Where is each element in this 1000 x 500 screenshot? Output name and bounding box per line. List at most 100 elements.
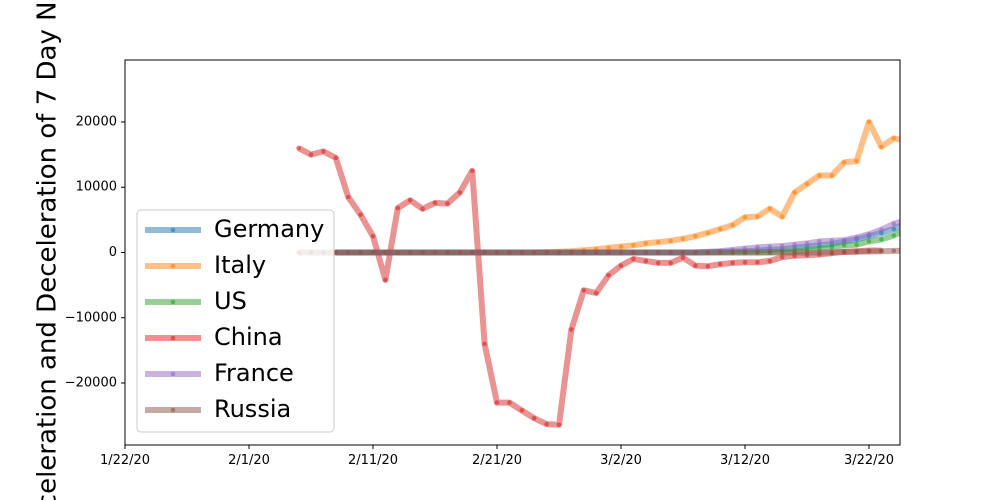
data-point (941, 208, 946, 213)
legend-label: Germany (214, 215, 324, 243)
data-point (966, 116, 971, 121)
data-point (593, 290, 599, 296)
data-point (631, 256, 636, 262)
data-point (966, 226, 971, 231)
data-point (321, 149, 326, 154)
legend-label: Italy (214, 251, 266, 279)
data-point (779, 250, 785, 255)
series-russia (296, 247, 959, 256)
legend-marker (170, 407, 176, 413)
data-point (333, 250, 339, 255)
legend-marker (170, 371, 176, 377)
legend: Germany Italy US China France Russia (136, 209, 335, 433)
data-point (767, 206, 773, 212)
data-point (705, 230, 711, 236)
data-point (779, 214, 785, 219)
data-point (581, 288, 587, 293)
data-point (618, 263, 624, 268)
data-point (854, 249, 859, 255)
data-point (606, 273, 611, 278)
data-point (829, 245, 835, 250)
data-point (742, 215, 748, 220)
data-point (829, 238, 835, 244)
data-point (531, 415, 537, 421)
data-point (891, 226, 897, 232)
data-point (643, 258, 649, 264)
data-point (556, 250, 562, 255)
data-point (954, 178, 959, 183)
data-point (668, 250, 673, 255)
data-point (717, 226, 723, 232)
data-point (655, 239, 661, 245)
data-point (854, 158, 859, 164)
data-point (469, 250, 475, 255)
data-point (395, 250, 401, 255)
legend-item-us: US (145, 287, 247, 315)
data-point (544, 421, 549, 427)
data-point (916, 248, 921, 253)
data-point (457, 250, 463, 255)
data-point (954, 247, 959, 252)
data-point (866, 231, 872, 237)
legend-marker (170, 227, 176, 233)
data-point (841, 243, 847, 248)
data-point (569, 250, 574, 255)
data-point (593, 250, 599, 255)
data-point (792, 250, 797, 255)
data-point (655, 250, 661, 255)
data-point (966, 162, 971, 167)
data-point (879, 144, 884, 150)
data-point (358, 250, 363, 255)
data-point (916, 169, 921, 174)
data-point (841, 237, 847, 243)
data-point (929, 208, 934, 213)
series-china (296, 145, 884, 428)
data-point (941, 247, 946, 252)
data-point (978, 159, 983, 164)
x-tick-label: 2/21/20 (472, 453, 522, 468)
data-point (655, 260, 661, 266)
data-point (544, 250, 549, 255)
data-point (792, 242, 797, 247)
data-point (879, 227, 884, 232)
data-point (643, 241, 649, 246)
x-tick-label: 1/22/20 (100, 453, 150, 468)
data-point (767, 258, 773, 264)
data-point (420, 206, 425, 212)
data-point (730, 222, 735, 228)
data-point (494, 400, 500, 405)
data-point (891, 221, 897, 227)
legend-item-china: China (145, 323, 283, 351)
data-point (767, 250, 773, 255)
data-point (482, 341, 487, 347)
legend-item-russia: Russia (145, 395, 291, 423)
data-point (916, 205, 921, 210)
plot-frame (124, 59, 901, 446)
data-point (569, 327, 574, 332)
x-tick-label: 3/22/20 (844, 453, 894, 468)
data-point (333, 155, 339, 161)
data-point (929, 248, 934, 253)
data-point (469, 168, 475, 174)
data-point (531, 250, 537, 255)
data-point (432, 250, 438, 255)
data-point (879, 248, 884, 254)
x-tick-label: 3/12/20 (720, 453, 770, 468)
data-point (705, 250, 711, 255)
data-point (370, 250, 376, 255)
data-point (991, 156, 996, 161)
data-point (308, 152, 314, 157)
y-tick-label: 20000 (76, 114, 117, 129)
data-point (507, 400, 512, 405)
data-point (730, 260, 735, 266)
data-point (345, 194, 351, 200)
data-point (904, 248, 909, 253)
data-point (742, 260, 748, 265)
data-point (866, 119, 872, 125)
data-point (817, 239, 822, 244)
data-point (730, 250, 735, 255)
data-point (929, 214, 934, 219)
x-tick-label: 2/11/20 (348, 453, 398, 468)
data-point (941, 182, 946, 187)
